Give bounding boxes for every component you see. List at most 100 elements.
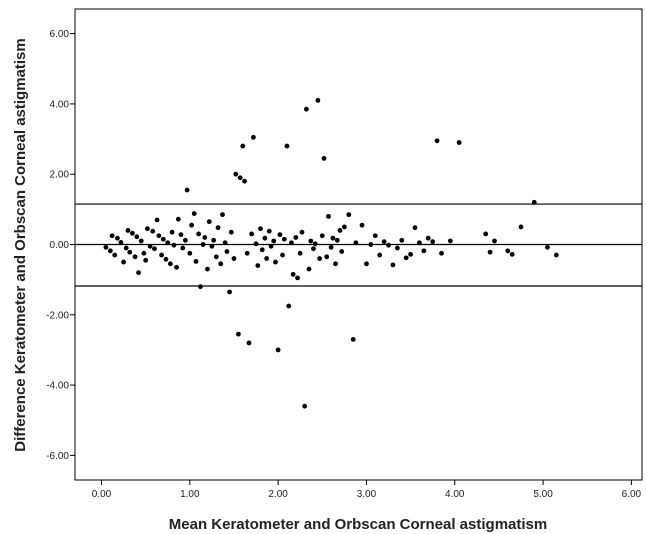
- data-point: [145, 226, 150, 232]
- data-point: [253, 241, 259, 247]
- data-point: [112, 252, 118, 258]
- data-point: [421, 248, 427, 254]
- reference-lines: [75, 203, 642, 287]
- data-point: [138, 238, 144, 244]
- data-point: [509, 251, 515, 257]
- data-point: [346, 212, 352, 218]
- data-point: [125, 228, 131, 233]
- data-point: [399, 237, 405, 243]
- data-point: [333, 261, 338, 267]
- data-point: [315, 97, 321, 103]
- y-tick-label: -6.00: [46, 451, 69, 462]
- data-point: [196, 231, 202, 237]
- data-point: [189, 222, 194, 228]
- data-point: [284, 143, 290, 149]
- data-point: [271, 238, 277, 244]
- y-tick-label: -4.00: [46, 381, 69, 392]
- data-point: [492, 238, 497, 244]
- data-point: [288, 240, 294, 246]
- data-point: [123, 245, 129, 251]
- data-point: [505, 248, 511, 254]
- data-point: [518, 224, 524, 230]
- data-point: [417, 240, 422, 246]
- x-tick-label: 0.00: [92, 489, 112, 500]
- data-point: [275, 347, 281, 353]
- data-point: [456, 140, 462, 145]
- data-point: [182, 237, 188, 243]
- data-point: [152, 246, 157, 252]
- data-point: [553, 252, 559, 258]
- data-point: [377, 252, 383, 258]
- data-point: [412, 225, 418, 231]
- data-point: [317, 256, 323, 261]
- data-point: [487, 249, 493, 255]
- data-point: [215, 225, 221, 231]
- data-point: [341, 224, 347, 230]
- data-point: [235, 331, 241, 337]
- data-point: [222, 240, 228, 246]
- data-point: [328, 244, 334, 250]
- y-tick-label: 0.00: [50, 240, 70, 251]
- data-point: [127, 249, 133, 255]
- data-point: [430, 239, 436, 245]
- data-point: [205, 266, 210, 272]
- data-point: [244, 250, 250, 256]
- data-point: [312, 241, 318, 247]
- data-point: [156, 233, 162, 239]
- data-point: [277, 232, 283, 238]
- data-point: [308, 238, 314, 244]
- data-point: [439, 250, 444, 256]
- data-point: [160, 236, 166, 242]
- data-point: [224, 249, 230, 254]
- data-points: [103, 97, 559, 409]
- data-point: [364, 261, 369, 267]
- data-point: [237, 175, 243, 181]
- data-point: [121, 259, 126, 265]
- data-point: [306, 266, 312, 272]
- y-tick-label: 6.00: [50, 29, 70, 40]
- data-point: [434, 138, 440, 144]
- data-point: [531, 199, 537, 205]
- data-point: [211, 237, 217, 243]
- x-tick-label: 4.00: [445, 489, 465, 500]
- data-point: [330, 235, 336, 241]
- data-point: [326, 213, 331, 219]
- data-point: [337, 228, 343, 233]
- data-point: [324, 254, 330, 260]
- data-point: [220, 212, 225, 218]
- data-point: [109, 233, 115, 239]
- data-point: [273, 259, 278, 265]
- data-point: [311, 246, 316, 252]
- data-point: [280, 252, 285, 258]
- y-axis-ticks: 6.00 4.00 2.00 0.00 -2.00 -4.00 -6.00: [46, 29, 75, 462]
- data-point: [191, 211, 197, 216]
- data-point: [281, 236, 287, 242]
- data-point: [200, 242, 206, 247]
- data-point: [303, 106, 309, 112]
- data-point: [227, 289, 232, 295]
- data-point: [147, 243, 153, 249]
- data-point: [233, 171, 239, 177]
- data-point: [246, 340, 252, 346]
- data-point: [132, 254, 138, 260]
- data-point: [359, 222, 365, 228]
- data-point: [159, 252, 164, 258]
- data-point: [178, 232, 184, 238]
- data-point: [150, 228, 156, 234]
- data-point: [483, 231, 489, 237]
- data-point: [334, 237, 340, 243]
- data-point: [202, 235, 208, 240]
- data-point: [408, 251, 414, 257]
- data-point: [368, 242, 374, 247]
- data-point: [209, 243, 215, 249]
- data-point: [206, 219, 212, 225]
- data-point: [218, 261, 224, 267]
- data-point: [118, 239, 124, 245]
- data-point: [249, 231, 255, 237]
- data-point: [198, 284, 203, 290]
- data-point: [258, 226, 263, 232]
- y-tick-label: -2.00: [46, 310, 69, 321]
- data-point: [134, 234, 140, 240]
- data-point: [319, 233, 325, 239]
